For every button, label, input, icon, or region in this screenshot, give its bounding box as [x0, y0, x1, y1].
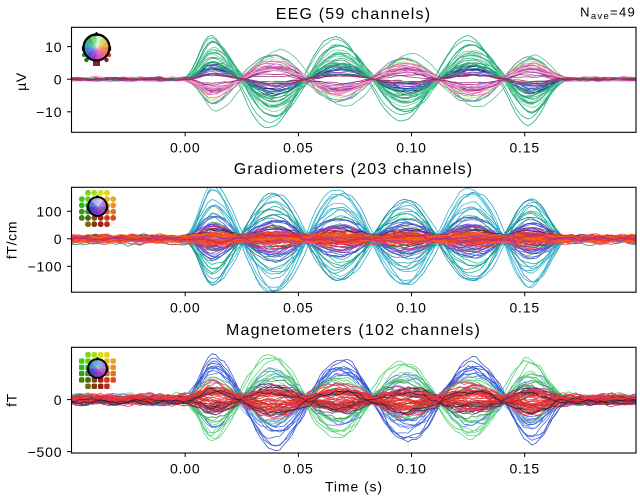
- svg-text:0: 0: [54, 392, 63, 408]
- svg-text:0.15: 0.15: [509, 460, 539, 476]
- svg-text:0.10: 0.10: [396, 140, 426, 156]
- svg-text:0.05: 0.05: [283, 140, 313, 156]
- svg-text:−10: −10: [36, 104, 62, 120]
- svg-text:0.00: 0.00: [170, 300, 200, 316]
- svg-text:−500: −500: [28, 444, 63, 460]
- svg-text:EEG (59 channels): EEG (59 channels): [276, 6, 432, 23]
- svg-text:0.10: 0.10: [396, 460, 426, 476]
- svg-text:0.00: 0.00: [170, 460, 200, 476]
- svg-text:100: 100: [37, 204, 63, 220]
- svg-text:10: 10: [45, 39, 62, 55]
- svg-text:0: 0: [54, 231, 63, 247]
- svg-text:fT/cm: fT/cm: [4, 221, 20, 260]
- svg-text:µV: µV: [13, 72, 29, 91]
- svg-text:−100: −100: [28, 259, 63, 275]
- svg-text:fT: fT: [4, 393, 20, 407]
- svg-text:0.05: 0.05: [283, 300, 313, 316]
- svg-text:Time (s): Time (s): [325, 478, 383, 494]
- svg-text:0.00: 0.00: [170, 140, 200, 156]
- svg-text:0: 0: [54, 71, 63, 87]
- svg-text:0.10: 0.10: [396, 300, 426, 316]
- svg-text:0.05: 0.05: [283, 460, 313, 476]
- svg-text:0.15: 0.15: [509, 140, 539, 156]
- svg-text:Magnetometers (102 channels): Magnetometers (102 channels): [226, 322, 481, 339]
- svg-text:0.15: 0.15: [509, 300, 539, 316]
- svg-text:Gradiometers (203 channels): Gradiometers (203 channels): [234, 161, 474, 178]
